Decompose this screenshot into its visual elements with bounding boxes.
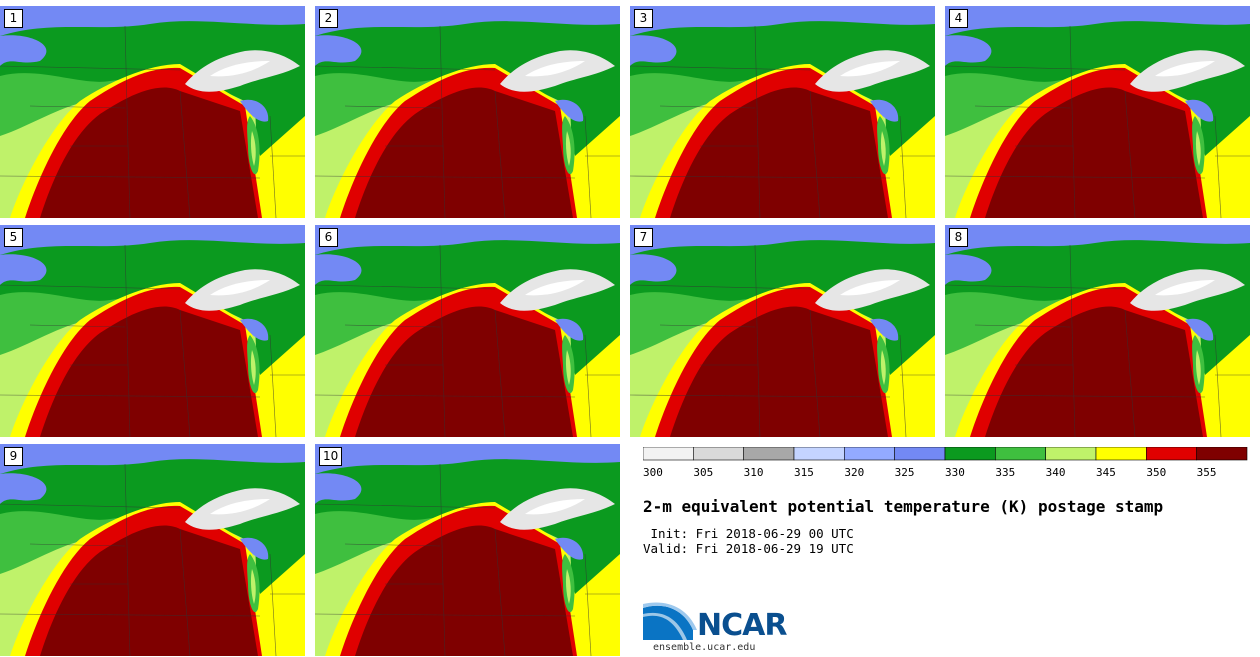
theta-e-map xyxy=(630,225,935,437)
colorbar-tick-label: 305 xyxy=(693,466,713,477)
ensemble-member-panel-4: 4 xyxy=(945,6,1250,218)
colorbar-tick-label: 310 xyxy=(744,466,764,477)
colorbar-swatch xyxy=(643,447,694,461)
colorbar-tick-label: 355 xyxy=(1197,466,1217,477)
member-number-label: 8 xyxy=(949,228,968,247)
member-number-label: 1 xyxy=(4,9,23,28)
theta-e-map xyxy=(945,6,1250,218)
colorbar-tick-label: 320 xyxy=(844,466,864,477)
colorbar-swatch xyxy=(995,447,1046,461)
theta-e-map xyxy=(0,444,305,656)
colorbar-swatch xyxy=(944,447,996,461)
member-number-label: 3 xyxy=(634,9,653,28)
ncar-wordmark: NCAR xyxy=(697,608,787,643)
member-number-label: 9 xyxy=(4,447,23,466)
member-number-label: 7 xyxy=(634,228,653,247)
member-number-label: 5 xyxy=(4,228,23,247)
colorbar-tick-label: 325 xyxy=(895,466,915,477)
colorbar-swatch xyxy=(894,447,946,461)
ensemble-member-panel-7: 7 xyxy=(630,225,935,437)
colorbar-swatch xyxy=(693,447,744,461)
theta-e-map xyxy=(630,6,935,218)
theta-e-map xyxy=(0,225,305,437)
member-number-label: 10 xyxy=(319,447,343,466)
ncar-logo xyxy=(643,602,697,640)
ensemble-member-panel-1: 1 xyxy=(0,6,305,218)
ensemble-member-panel-3: 3 xyxy=(630,6,935,218)
member-number-label: 4 xyxy=(949,9,968,28)
ensemble-member-panel-5: 5 xyxy=(0,225,305,437)
colorbar-tick-label: 340 xyxy=(1046,466,1066,477)
ensemble-member-panel-6: 6 xyxy=(315,225,620,437)
colorbar-tick-label: 300 xyxy=(643,466,663,477)
init-time: Init: Fri 2018-06-29 00 UTC xyxy=(643,526,854,541)
colorbar-tick-label: 315 xyxy=(794,466,814,477)
colorbar-swatch xyxy=(1095,447,1147,461)
valid-time: Valid: Fri 2018-06-29 19 UTC xyxy=(643,541,854,556)
ensemble-member-panel-10: 10 xyxy=(315,444,620,656)
ensemble-member-panel-9: 9 xyxy=(0,444,305,656)
member-number-label: 2 xyxy=(319,9,338,28)
colorbar-swatch xyxy=(1146,447,1197,461)
colorbar-tick-label: 345 xyxy=(1096,466,1116,477)
theta-e-map xyxy=(0,6,305,218)
ensemble-member-panel-8: 8 xyxy=(945,225,1250,437)
colorbar-tick-label: 330 xyxy=(945,466,965,477)
theta-e-map xyxy=(315,6,620,218)
colorbar-swatch xyxy=(844,447,895,461)
colorbar-tick-label: 335 xyxy=(995,466,1015,477)
colorbar-legend: 300 305 310 315 320 325 330 335 340 345 350 355 xyxy=(643,447,1248,477)
colorbar-swatch xyxy=(1045,447,1097,461)
theta-e-map xyxy=(315,444,620,656)
theta-e-map xyxy=(945,225,1250,437)
member-number-label: 6 xyxy=(319,228,338,247)
website-url: ensemble.ucar.edu xyxy=(653,642,756,653)
colorbar-swatch xyxy=(793,447,845,461)
colorbar-swatch xyxy=(743,447,795,461)
colorbar-swatch xyxy=(1196,447,1248,461)
ensemble-member-panel-2: 2 xyxy=(315,6,620,218)
colorbar-tick-label: 350 xyxy=(1146,466,1166,477)
theta-e-map xyxy=(315,225,620,437)
chart-title: 2-m equivalent potential temperature (K)… xyxy=(643,497,1164,516)
